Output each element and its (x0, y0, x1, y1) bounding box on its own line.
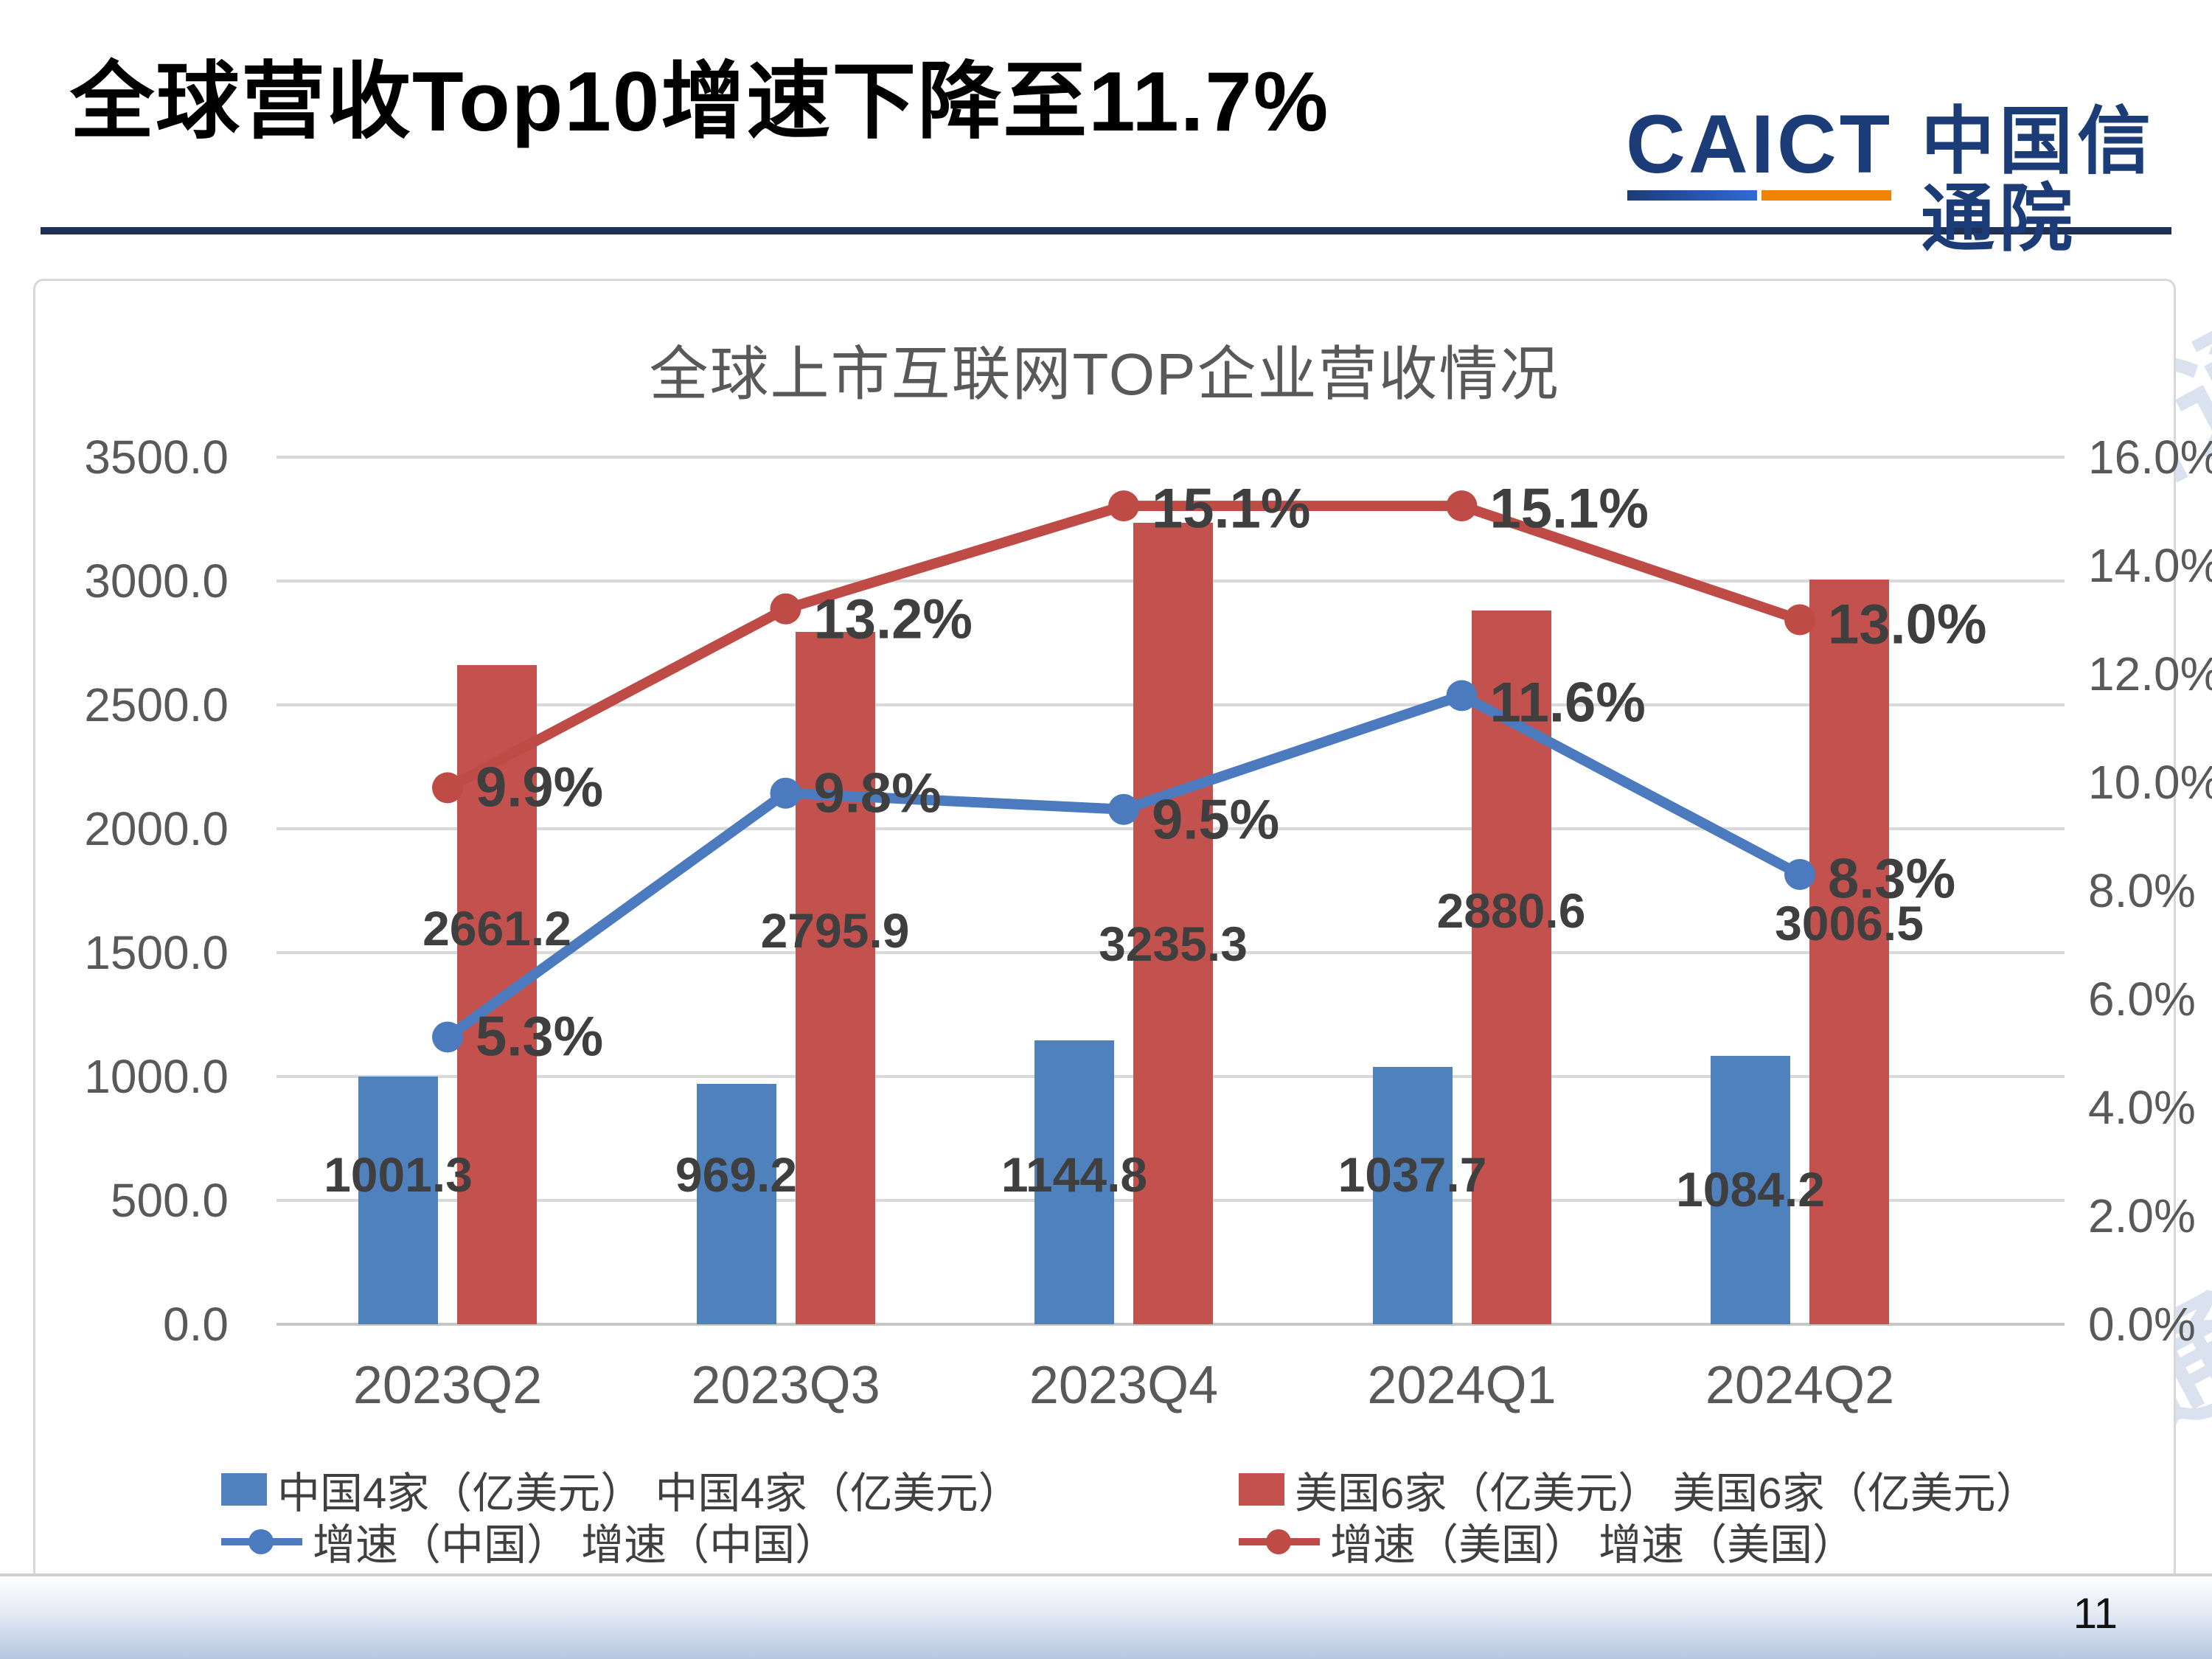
caict-logo-text: CAICT (1626, 98, 1893, 190)
legend-china-bar: 中国4家（亿美元） 中国4家（亿美元） (221, 1458, 1021, 1520)
legend-china-line-label: 增速（中国） 增速（中国） (313, 1521, 838, 1569)
legend-china-line-swatch (221, 1525, 302, 1557)
chart-frame: 全球上市互联网TOP企业营收情况 (33, 279, 2176, 1582)
caict-logo: CAICT 中国信通院 (1626, 103, 2212, 258)
legend-us-line: 增速（美国） 增速（美国） (1239, 1510, 1855, 1572)
bottom-strip (0, 1573, 2212, 1659)
legend-china-bar-swatch (221, 1473, 267, 1506)
legend-us-bar-swatch (1239, 1473, 1284, 1506)
page-number: 11 (2073, 1590, 2118, 1638)
legend-china-bar-label: 中国4家（亿美元） 中国4家（亿美元） (277, 1470, 1021, 1517)
title-divider (41, 227, 2171, 234)
chart-title: 全球上市互联网TOP企业营收情况 (649, 341, 1560, 407)
caict-logo-chinese: 中国信通院 (1921, 100, 2156, 260)
legend-us-bar: 美国6家（亿美元） 美国6家（亿美元） (1239, 1458, 2039, 1520)
caict-logo-underline (1627, 190, 1891, 201)
legend-us-line-swatch (1239, 1525, 1320, 1557)
legend-china-line: 增速（中国） 增速（中国） (221, 1510, 838, 1572)
legend-us-line-label: 增速（美国） 增速（美国） (1330, 1521, 1856, 1569)
page-title: 全球营收Top10增速下降至11.7% (70, 55, 1330, 149)
legend-us-bar-label: 美国6家（亿美元） 美国6家（亿美元） (1295, 1470, 2039, 1517)
